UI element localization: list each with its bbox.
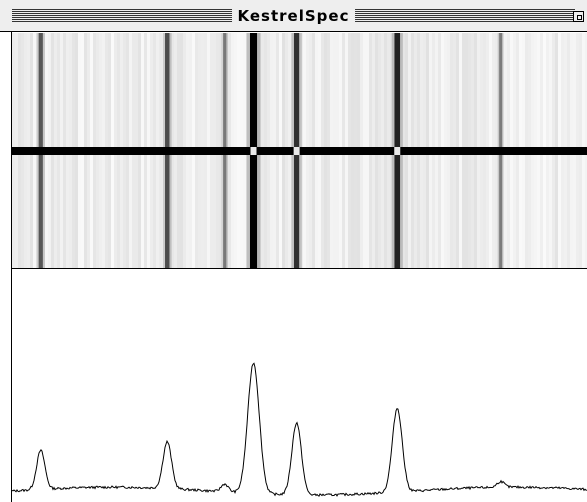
panel-divider	[12, 268, 587, 269]
title-bar[interactable]: KestrelSpec	[0, 0, 587, 32]
spectrum-plot-svg	[12, 362, 587, 497]
window-title: KestrelSpec	[231, 5, 356, 27]
zoom-box-icon[interactable]	[573, 11, 584, 22]
spectrum-profile-line	[12, 362, 587, 497]
trace-gap	[293, 147, 300, 155]
spectrogram-image	[12, 33, 587, 268]
trace-gap	[250, 147, 257, 155]
window-left-border	[11, 32, 12, 502]
spectrum-plot	[12, 269, 587, 502]
spectrogram-svg	[12, 33, 587, 268]
trace-gap	[394, 147, 401, 155]
zoom-inner-icon	[577, 15, 582, 20]
